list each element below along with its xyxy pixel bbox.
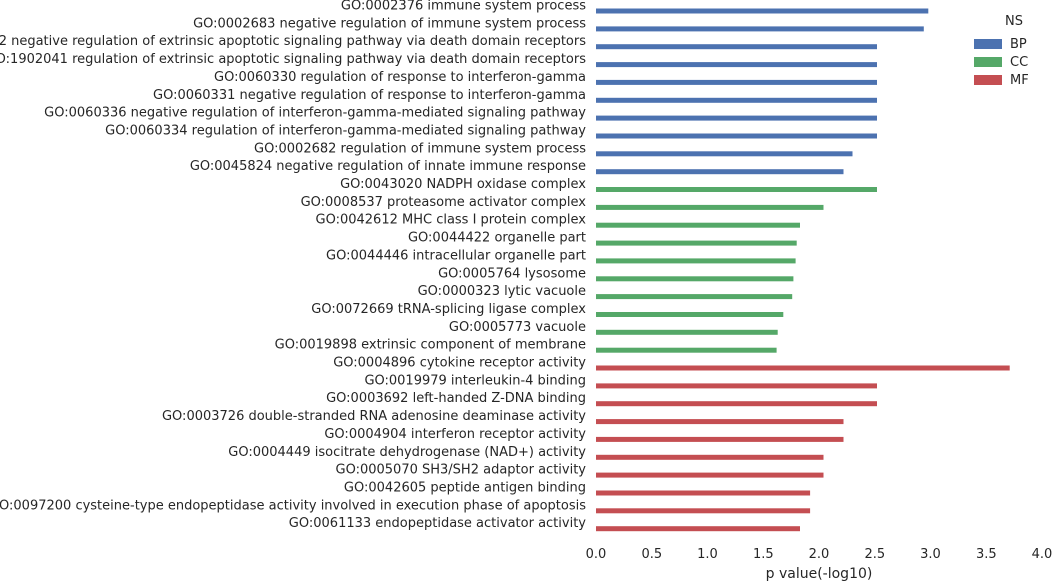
bar-29 <box>596 526 800 532</box>
bar-11 <box>596 204 824 210</box>
category-label: GO:0060336 negative regulation of interf… <box>44 106 586 121</box>
x-tick-label: 0.5 <box>641 547 662 562</box>
bar-10 <box>596 187 877 192</box>
bar-6 <box>596 115 877 121</box>
bar-19 <box>596 347 777 353</box>
category-label: GO:0019898 extrinsic component of membra… <box>275 338 586 353</box>
bar-8 <box>596 151 853 157</box>
bar-1 <box>596 26 924 32</box>
bars-group <box>596 8 1010 532</box>
bar-9 <box>596 169 844 175</box>
category-label: GO:0005764 lysosome <box>438 266 586 281</box>
category-label: GO:0045824 negative regulation of innate… <box>190 159 586 174</box>
x-axis-ticks: 0.0 0.5 1.0 1.5 2.0 2.5 3.0 3.5 4.0 <box>586 547 1053 562</box>
category-label: GO:0072669 tRNA-splicing ligase complex <box>311 302 586 317</box>
category-label: GO:0002682 regulation of immune system p… <box>254 141 586 156</box>
category-label: GO:0005773 vacuole <box>449 320 586 335</box>
x-tick-label: 1.0 <box>697 547 718 562</box>
category-label: GO:0004904 interferon receptor activity <box>324 427 586 442</box>
legend-items: BP CC MF <box>970 35 1050 89</box>
bar-3 <box>596 62 877 68</box>
bar-26 <box>596 472 824 478</box>
x-tick-label: 3.0 <box>920 547 941 562</box>
category-label: GO:1902041 regulation of extrinsic apopt… <box>0 52 586 67</box>
x-tick-label: 2.0 <box>809 547 830 562</box>
bar-5 <box>596 97 877 103</box>
bar-18 <box>596 329 778 335</box>
legend: NS BP CC MF <box>970 14 1050 89</box>
category-label: GO:0060330 regulation of response to int… <box>214 70 586 85</box>
x-axis-title: p value(-log10) <box>766 566 873 582</box>
category-label: GO:0003726 double-stranded RNA adenosine… <box>162 409 586 424</box>
category-label: GO:0008537 proteasome activator complex <box>301 195 587 210</box>
category-label: GO:0000323 lytic vacuole <box>418 284 586 299</box>
bar-2 <box>596 44 877 50</box>
bar-14 <box>596 258 796 264</box>
bar-27 <box>596 490 811 496</box>
bar-4 <box>596 79 877 85</box>
category-label: GO:0003692 left-handed Z-DNA binding <box>326 391 586 406</box>
category-label: GO:0042612 MHC class I protein complex <box>316 213 587 228</box>
category-label: GO:0097200 cysteine-type endopeptidase a… <box>0 498 586 513</box>
category-label: GO:0060334 regulation of interferon-gamm… <box>105 124 586 139</box>
category-label: GO:0044422 organelle part <box>408 231 586 246</box>
category-label: GO:0061133 endopeptidase activator activ… <box>289 516 586 531</box>
bar-21 <box>596 383 877 389</box>
x-tick-label: 4.0 <box>1032 547 1053 562</box>
legend-label: BP <box>1010 36 1027 52</box>
category-label: GO:0004449 isocitrate dehydrogenase (NAD… <box>228 445 586 460</box>
bar-16 <box>596 294 793 300</box>
legend-label: MF <box>1010 72 1029 88</box>
legend-swatch <box>974 75 1002 85</box>
legend-item: MF <box>970 71 1050 89</box>
bar-12 <box>596 222 800 228</box>
x-tick-label: 0.0 <box>586 547 607 562</box>
legend-swatch <box>974 57 1002 67</box>
category-label: GO:1902042 negative regulation of extrin… <box>0 34 586 49</box>
category-label: GO:0002683 negative regulation of immune… <box>193 16 586 31</box>
x-tick-label: 1.5 <box>753 547 774 562</box>
bar-22 <box>596 401 877 407</box>
legend-title: NS <box>1005 14 1023 29</box>
category-label: GO:0002376 immune system process <box>341 0 586 14</box>
legend-swatch <box>974 39 1002 49</box>
bar-17 <box>596 312 784 317</box>
x-tick-label: 2.5 <box>864 547 885 562</box>
category-label: GO:0044446 intracellular organelle part <box>326 248 586 263</box>
bar-0 <box>596 8 929 14</box>
category-label: GO:0042605 peptide antigen binding <box>344 481 586 496</box>
bar-20 <box>596 365 1010 371</box>
category-label: GO:0019979 interleukin-4 binding <box>364 373 586 388</box>
category-labels: GO:0002376 immune system process GO:00026… <box>0 0 586 531</box>
legend-label: CC <box>1010 54 1029 70</box>
bar-28 <box>596 508 811 514</box>
category-label: GO:0060331 negative regulation of respon… <box>153 88 586 103</box>
bar-25 <box>596 454 824 460</box>
category-label: GO:0005070 SH3/SH2 adaptor activity <box>336 463 587 478</box>
bar-15 <box>596 276 794 282</box>
x-tick-label: 3.5 <box>976 547 997 562</box>
legend-item: CC <box>970 53 1050 71</box>
bar-23 <box>596 419 844 425</box>
bar-24 <box>596 436 844 442</box>
legend-item: BP <box>970 35 1050 53</box>
category-label: GO:0043020 NADPH oxidase complex <box>340 177 586 192</box>
bar-13 <box>596 240 797 246</box>
category-label: GO:0004896 cytokine receptor activity <box>333 356 586 371</box>
bar-7 <box>596 133 877 139</box>
